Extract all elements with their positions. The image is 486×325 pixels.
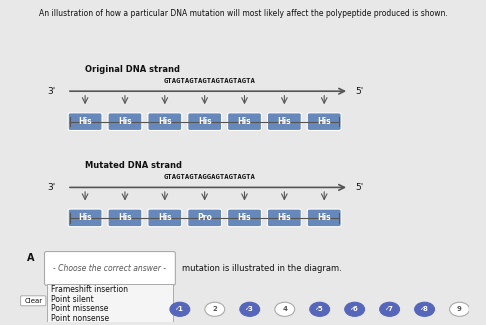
FancyBboxPatch shape [307, 209, 341, 227]
FancyBboxPatch shape [47, 284, 173, 322]
Text: Point nonsense: Point nonsense [52, 314, 109, 323]
Text: 5': 5' [356, 87, 364, 96]
Text: His: His [238, 117, 251, 126]
Text: 5': 5' [356, 183, 364, 192]
Circle shape [275, 302, 295, 316]
FancyBboxPatch shape [148, 209, 182, 227]
Circle shape [205, 302, 225, 316]
FancyBboxPatch shape [108, 209, 142, 227]
Text: 4: 4 [282, 306, 287, 312]
Text: ✓: ✓ [174, 306, 180, 311]
Circle shape [170, 302, 190, 316]
Circle shape [380, 302, 399, 316]
Text: ✓: ✓ [244, 306, 250, 311]
Text: 1: 1 [177, 306, 182, 312]
Text: GTAGTAGTAGGAGTAGTAGTA: GTAGTAGTAGGAGTAGTAGTA [163, 174, 255, 180]
Text: GTAGTAGTAGTAGTAGTAGTA: GTAGTAGTAGTAGTAGTAGTA [163, 78, 255, 84]
Text: 7: 7 [387, 306, 392, 312]
Text: Pro: Pro [197, 214, 212, 222]
Text: His: His [78, 117, 92, 126]
FancyBboxPatch shape [267, 209, 301, 227]
Text: Mutated DNA strand: Mutated DNA strand [85, 161, 182, 170]
FancyBboxPatch shape [227, 209, 261, 227]
Text: 3: 3 [247, 306, 252, 312]
Text: His: His [278, 117, 291, 126]
FancyBboxPatch shape [307, 113, 341, 130]
Text: His: His [78, 214, 92, 222]
FancyBboxPatch shape [68, 113, 102, 130]
Circle shape [310, 302, 330, 316]
Text: ✓: ✓ [349, 306, 355, 311]
FancyBboxPatch shape [68, 209, 102, 227]
Text: - Choose the correct answer -: - Choose the correct answer - [53, 264, 166, 273]
FancyBboxPatch shape [20, 296, 46, 306]
FancyBboxPatch shape [188, 113, 222, 130]
Circle shape [450, 302, 469, 316]
Circle shape [345, 302, 364, 316]
Text: An illustration of how a particular DNA mutation will most likely affect the pol: An illustration of how a particular DNA … [38, 9, 448, 19]
Text: 2: 2 [212, 306, 217, 312]
Text: Clear: Clear [24, 298, 42, 304]
Text: His: His [158, 117, 172, 126]
Text: ✓: ✓ [314, 306, 320, 311]
Text: Point missense: Point missense [52, 304, 109, 313]
Text: Original DNA strand: Original DNA strand [85, 65, 180, 73]
Text: His: His [238, 214, 251, 222]
Text: His: His [118, 117, 132, 126]
Text: Frameshift insertion: Frameshift insertion [52, 285, 128, 294]
Text: His: His [317, 117, 331, 126]
FancyBboxPatch shape [267, 113, 301, 130]
FancyBboxPatch shape [108, 113, 142, 130]
Text: His: His [198, 117, 211, 126]
Text: 9: 9 [457, 306, 462, 312]
Circle shape [240, 302, 260, 316]
Text: 3': 3' [48, 183, 56, 192]
Text: ✓: ✓ [384, 306, 390, 311]
Text: ✓: ✓ [419, 306, 424, 311]
FancyBboxPatch shape [188, 209, 222, 227]
FancyBboxPatch shape [148, 113, 182, 130]
Text: His: His [278, 214, 291, 222]
Text: His: His [118, 214, 132, 222]
FancyBboxPatch shape [227, 113, 261, 130]
Text: His: His [158, 214, 172, 222]
FancyBboxPatch shape [45, 252, 175, 285]
Text: His: His [317, 214, 331, 222]
Text: 3': 3' [48, 87, 56, 96]
Text: 5: 5 [317, 306, 322, 312]
Text: Point silent: Point silent [52, 294, 94, 304]
Text: 8: 8 [422, 306, 427, 312]
Text: A: A [26, 253, 34, 263]
Circle shape [415, 302, 434, 316]
Text: mutation is illustrated in the diagram.: mutation is illustrated in the diagram. [182, 264, 342, 273]
Text: 6: 6 [352, 306, 357, 312]
